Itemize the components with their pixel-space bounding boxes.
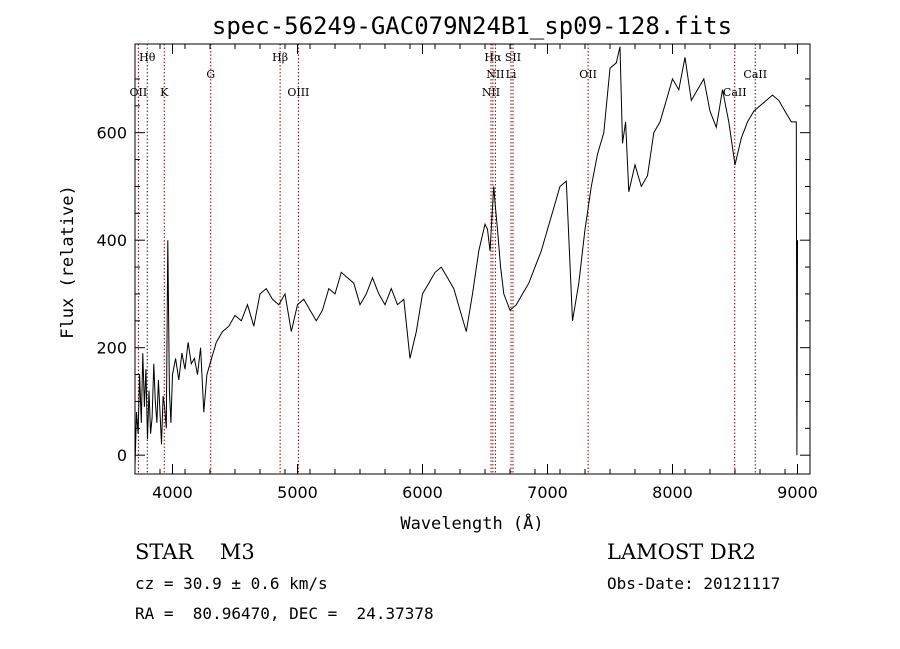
spectrum-line (134, 46, 798, 466)
y-tick-label: 600 (96, 124, 127, 143)
spectral-line-label: OIII (287, 86, 309, 99)
x-tick-label: 8000 (652, 483, 693, 502)
x-tick-label: 6000 (402, 483, 443, 502)
spectral-line-label: OII (579, 68, 597, 81)
x-tick-label: 5000 (277, 483, 318, 502)
spectral-line-label: Li (506, 68, 517, 81)
spectral-line-label: Hθ (139, 51, 156, 64)
spectral-line-label: CaII (743, 68, 767, 81)
chart-title: spec-56249-GAC079N24B1_sp09-128.fits (212, 12, 732, 40)
spectral-line-label: NII (482, 86, 500, 99)
y-tick-label: 200 (96, 339, 127, 358)
spectral-line-label: Hα (484, 51, 502, 64)
spectral-line-label: G (206, 68, 215, 81)
spectral-line-label: SII (505, 51, 521, 64)
sky-coordinates: RA = 80.96470, DEC = 24.37378 (135, 604, 434, 623)
survey-name: LAMOST DR2 (607, 540, 756, 564)
y-tick-label: 400 (96, 231, 127, 250)
spectral-line-label: K (160, 86, 169, 99)
x-tick-label: 9000 (777, 483, 818, 502)
x-axis-label: Wavelength (Å) (400, 512, 543, 534)
x-tick-label: 7000 (527, 483, 568, 502)
redshift-velocity: cz = 30.9 ± 0.6 km/s (135, 574, 328, 593)
y-tick-label: 0 (117, 446, 127, 465)
spectral-line-label: Hβ (272, 51, 288, 64)
plot-frame (134, 43, 811, 475)
object-class: STAR M3 (135, 540, 255, 564)
spectral-line-label: OII (130, 86, 148, 99)
spectral-line-label: NII (486, 68, 504, 81)
spectrum-series (134, 46, 798, 466)
observation-date: Obs-Date: 20121117 (607, 574, 781, 593)
spectral-line-label: CaII (723, 86, 747, 99)
x-tick-label: 4000 (152, 483, 193, 502)
y-axis-label: Flux (relative) (58, 185, 78, 339)
plot-axes: 4000 5000 6000 7000 8000 9000 0 200 400 600 (96, 43, 818, 502)
